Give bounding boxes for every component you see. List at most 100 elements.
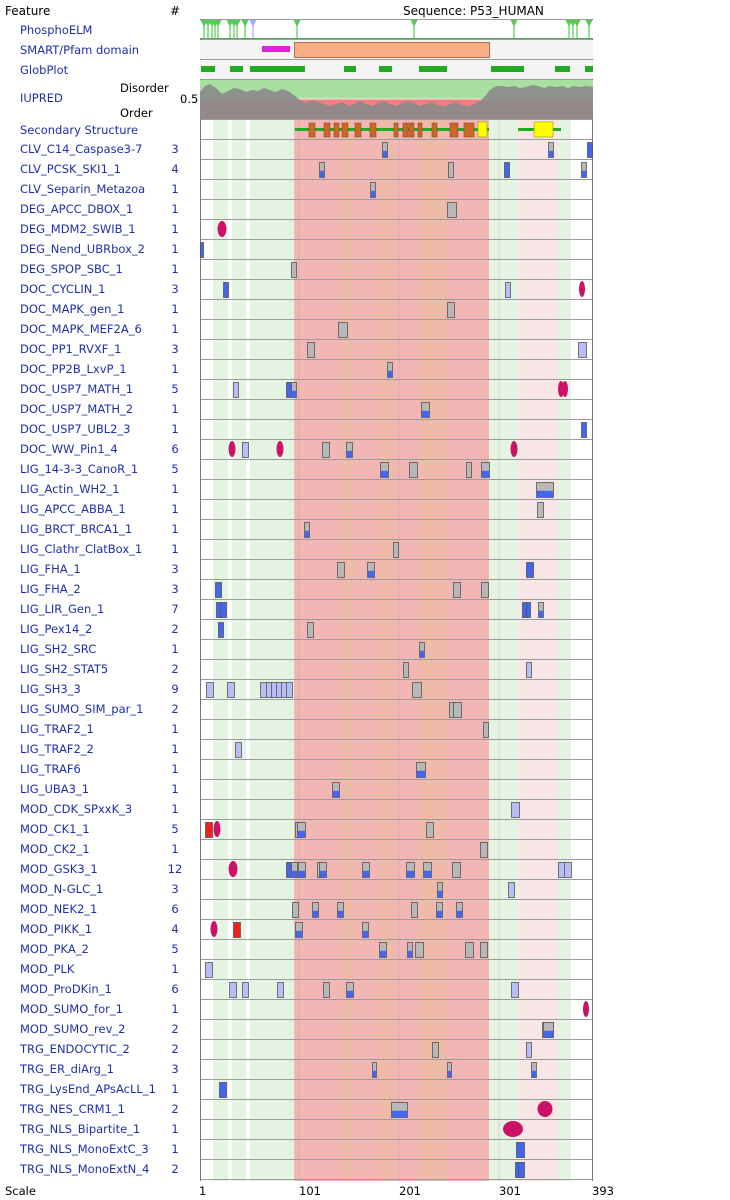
motif-label[interactable]: DOC_PP2B_LxvP_1: [20, 362, 127, 376]
motif-label[interactable]: DOC_PP1_RVXF_1: [20, 342, 122, 356]
motif-label[interactable]: LIG_TRAF6: [20, 762, 81, 776]
track-label-iupred[interactable]: IUPRED: [20, 91, 63, 105]
motif-label[interactable]: LIG_UBA3_1: [20, 782, 90, 796]
motif-instance: [307, 622, 314, 638]
motif-instance: [229, 982, 237, 998]
motif-label[interactable]: LIG_BRCT_BRCA1_1: [20, 522, 133, 536]
motif-label[interactable]: LIG_TRAF2_1: [20, 722, 94, 736]
motif-label[interactable]: MOD_N-GLC_1: [20, 882, 104, 896]
motif-count: 1: [171, 1082, 179, 1096]
motif-count: 1: [171, 842, 179, 856]
motif-label[interactable]: LIG_SUMO_SIM_par_1: [20, 702, 144, 716]
motif-label[interactable]: DOC_USP7_UBL2_3: [20, 422, 131, 436]
motif-label[interactable]: LIG_Actin_WH2_1: [20, 482, 120, 496]
motif-instance-conserved: [438, 890, 442, 898]
motif-label[interactable]: DOC_USP7_MATH_2: [20, 402, 134, 416]
motif-label[interactable]: MOD_CK1_1: [20, 822, 90, 836]
ss-strand-block: [463, 122, 475, 138]
motif-label[interactable]: MOD_NEK2_1: [20, 902, 98, 916]
motif-label[interactable]: TRG_ER_diArg_1: [20, 1062, 114, 1076]
track-label-phosphoelm[interactable]: PhosphoELM: [20, 23, 93, 37]
motif-label[interactable]: LIG_TRAF2_2: [20, 742, 94, 756]
motif-instance: [432, 1042, 439, 1058]
motif-count: 4: [171, 922, 179, 936]
motif-label[interactable]: MOD_ProDKin_1: [20, 982, 112, 996]
motif-count: 5: [171, 382, 179, 396]
motif-label[interactable]: DOC_MAPK_gen_1: [20, 302, 125, 316]
motif-label[interactable]: TRG_NLS_Bipartite_1: [20, 1122, 141, 1136]
motif-instance-conserved: [363, 870, 369, 878]
motif-label[interactable]: MOD_CK2_1: [20, 842, 90, 856]
motif-instance: [508, 882, 515, 898]
track-label-smart[interactable]: SMART/Pfam domain: [20, 43, 140, 57]
motif-label[interactable]: TRG_ENDOCYTIC_2: [20, 1042, 130, 1056]
scale-tick: 301: [499, 1184, 521, 1198]
motif-instance-ellipse: [537, 1101, 553, 1117]
motif-label[interactable]: MOD_PIKK_1: [20, 922, 93, 936]
ss-strand-block: [402, 122, 409, 138]
motif-instance: [220, 602, 227, 618]
motif-label[interactable]: LIG_SH2_STAT5: [20, 662, 109, 676]
motif-label[interactable]: DOC_WW_Pin1_4: [20, 442, 118, 456]
motif-count: 1: [171, 522, 179, 536]
motif-count: 1: [171, 222, 179, 236]
motif-instance-conserved: [333, 790, 339, 798]
motif-count: 1: [171, 322, 179, 336]
motif-label[interactable]: CLV_PCSK_SKI1_1: [20, 162, 121, 176]
motif-instance: [286, 682, 293, 698]
phospho-site-marker: [241, 20, 249, 27]
motif-label[interactable]: LIG_SH2_SRC: [20, 642, 97, 656]
motif-instance: [505, 282, 511, 298]
motif-instance: [242, 982, 249, 998]
motif-label[interactable]: CLV_Separin_Metazoa: [20, 182, 146, 196]
motif-instance: [466, 462, 472, 478]
motif-instance: [338, 322, 348, 338]
motif-label[interactable]: LIG_LIR_Gen_1: [20, 602, 105, 616]
sequence-title: Sequence: P53_HUMAN: [403, 4, 544, 18]
motif-label[interactable]: TRG_NES_CRM1_1: [20, 1102, 125, 1116]
motif-label[interactable]: DEG_SPOP_SBC_1: [20, 262, 123, 276]
motif-label[interactable]: LIG_FHA_2: [20, 582, 81, 596]
motif-label[interactable]: DOC_USP7_MATH_1: [20, 382, 134, 396]
motif-label[interactable]: TRG_NLS_MonoExtC_3: [20, 1142, 149, 1156]
motif-label[interactable]: DEG_Nend_UBRbox_2: [20, 242, 145, 256]
motif-count: 3: [171, 562, 179, 576]
motif-label[interactable]: MOD_PLK: [20, 962, 75, 976]
motif-label[interactable]: TRG_NLS_MonoExtN_4: [20, 1162, 150, 1176]
motif-instance-conserved: [482, 470, 489, 478]
motif-label[interactable]: MOD_PKA_2: [20, 942, 89, 956]
motif-count: 3: [171, 142, 179, 156]
motif-label[interactable]: DEG_MDM2_SWIB_1: [20, 222, 136, 236]
motif-label[interactable]: LIG_Pex14_2: [20, 622, 93, 636]
track-label-secondary-structure[interactable]: Secondary Structure: [20, 123, 139, 137]
motif-count: 1: [171, 1142, 179, 1156]
motif-instance: [448, 162, 454, 178]
motif-label[interactable]: TRG_LysEnd_APsAcLL_1: [20, 1082, 156, 1096]
motif-instance: [227, 682, 235, 698]
motif-label[interactable]: LIG_APCC_ABBA_1: [20, 502, 126, 516]
motif-instance-conserved: [371, 190, 375, 198]
motif-count: 1: [171, 722, 179, 736]
motif-label[interactable]: MOD_GSK3_1: [20, 862, 98, 876]
motif-label[interactable]: DOC_CYCLIN_1: [20, 282, 106, 296]
motif-label[interactable]: LIG_FHA_1: [20, 562, 81, 576]
motif-instance-conserved: [347, 450, 352, 458]
motif-label[interactable]: DOC_MAPK_MEF2A_6: [20, 322, 142, 336]
motif-instance: [411, 902, 418, 918]
motif-label[interactable]: LIG_SH3_3: [20, 682, 81, 696]
motif-instance-conserved: [320, 870, 326, 878]
motif-instance: [277, 982, 284, 998]
motif-label[interactable]: MOD_SUMO_for_1: [20, 1002, 123, 1016]
motif-instance: [307, 342, 315, 358]
motif-label[interactable]: CLV_C14_Caspase3-7: [20, 142, 143, 156]
motif-instance: [215, 582, 222, 598]
phospho-site-marker: [510, 20, 518, 27]
track-label-globplot[interactable]: GlobPlot: [20, 63, 69, 77]
motif-label[interactable]: LIG_Clathr_ClatBox_1: [20, 542, 143, 556]
motif-instance-ellipse: [276, 441, 284, 457]
motif-label[interactable]: LIG_14-3-3_CanoR_1: [20, 462, 139, 476]
smart-tad-domain: [262, 46, 290, 52]
motif-label[interactable]: DEG_APCC_DBOX_1: [20, 202, 134, 216]
motif-label[interactable]: MOD_CDK_SPxxK_3: [20, 802, 133, 816]
motif-label[interactable]: MOD_SUMO_rev_2: [20, 1022, 126, 1036]
